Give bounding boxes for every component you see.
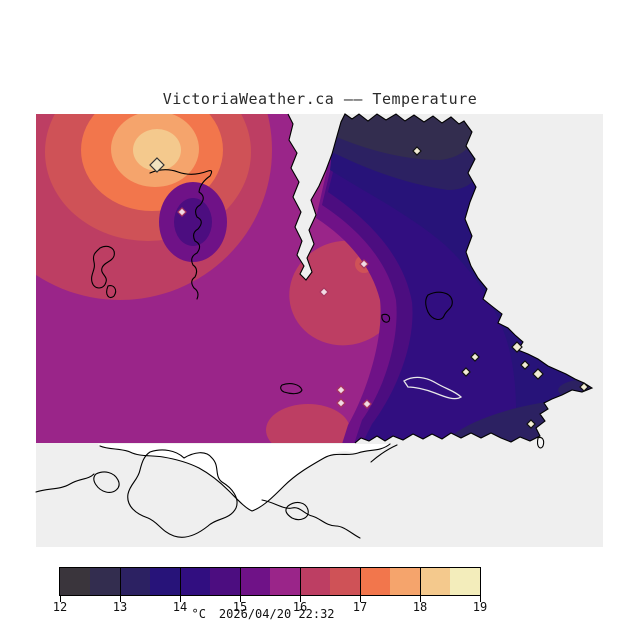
station-marker bbox=[319, 287, 329, 297]
colorbar-segment bbox=[90, 568, 120, 595]
station-marker bbox=[511, 341, 523, 353]
inlet-arm-coast bbox=[149, 169, 213, 300]
colorbar-gridline bbox=[240, 567, 241, 596]
station-marker bbox=[470, 352, 480, 362]
colorbar-gradient bbox=[59, 567, 481, 596]
lagoon-outline bbox=[403, 376, 463, 400]
colorbar-segment bbox=[270, 568, 300, 595]
colorbar-tick-label: 18 bbox=[412, 600, 428, 614]
colorbar-segment bbox=[390, 568, 420, 595]
water-strait bbox=[98, 444, 390, 511]
colorbar-segment bbox=[300, 568, 330, 595]
station-marker bbox=[526, 419, 536, 429]
station-marker bbox=[579, 382, 589, 392]
colorbar-segment bbox=[330, 568, 360, 595]
coastline-layer bbox=[35, 169, 545, 539]
station-marker bbox=[362, 399, 372, 409]
colorbar-tick-label: 15 bbox=[232, 600, 248, 614]
colorbar-tick bbox=[180, 596, 181, 602]
colorbar-gridline bbox=[300, 567, 301, 596]
colorbar-gridline bbox=[420, 567, 421, 596]
colorbar-gridline bbox=[360, 567, 361, 596]
colorbar-tick-label: 16 bbox=[292, 600, 308, 614]
colorbar-tick-label: 17 bbox=[352, 600, 368, 614]
station-marker bbox=[177, 207, 187, 217]
colorbar-caption: °C 2026/04/20 22:32 bbox=[191, 607, 334, 621]
colorbar-tick bbox=[480, 596, 481, 602]
colorbar-segment bbox=[60, 568, 90, 595]
colorbar-segment bbox=[210, 568, 240, 595]
colorbar-tick bbox=[360, 596, 361, 602]
station-marker bbox=[336, 398, 346, 408]
colorbar-segment bbox=[180, 568, 210, 595]
colorbar-tick bbox=[120, 596, 121, 602]
station-marker bbox=[520, 360, 530, 370]
coastline-data-region bbox=[287, 113, 594, 444]
colorbar-datetime: 2026/04/20 22:32 bbox=[218, 607, 335, 621]
station-marker bbox=[412, 146, 422, 156]
station-markers bbox=[149, 146, 589, 429]
colorbar-segment bbox=[120, 568, 150, 595]
harbour-coast bbox=[127, 449, 238, 538]
colorbar-unit: °C bbox=[191, 607, 206, 621]
colorbar-segment bbox=[360, 568, 390, 595]
colorbar-tick bbox=[420, 596, 421, 602]
station-marker bbox=[336, 385, 346, 395]
map-title: VictoriaWeather.ca —— Temperature bbox=[162, 90, 478, 108]
colorbar-tick bbox=[60, 596, 61, 602]
colorbar-tick bbox=[240, 596, 241, 602]
colorbar-tick-label: 12 bbox=[52, 600, 68, 614]
colorbar-gridline bbox=[180, 567, 181, 596]
colorbar: °C 2026/04/20 22:32 12 13 14 15 16 17 18 19 bbox=[0, 560, 640, 640]
colorbar-tick bbox=[300, 596, 301, 602]
station-marker bbox=[359, 259, 369, 269]
colorbar-segment bbox=[150, 568, 180, 595]
station-marker bbox=[149, 157, 165, 173]
station-marker bbox=[461, 367, 471, 377]
colorbar-segment bbox=[450, 568, 480, 595]
colorbar-segment bbox=[420, 568, 450, 595]
station-marker bbox=[532, 368, 544, 380]
colorbar-tick-label: 19 bbox=[472, 600, 488, 614]
colorbar-tick-label: 13 bbox=[112, 600, 128, 614]
colorbar-tick-label: 14 bbox=[172, 600, 188, 614]
colorbar-segment bbox=[240, 568, 270, 595]
colorbar-gridline bbox=[120, 567, 121, 596]
